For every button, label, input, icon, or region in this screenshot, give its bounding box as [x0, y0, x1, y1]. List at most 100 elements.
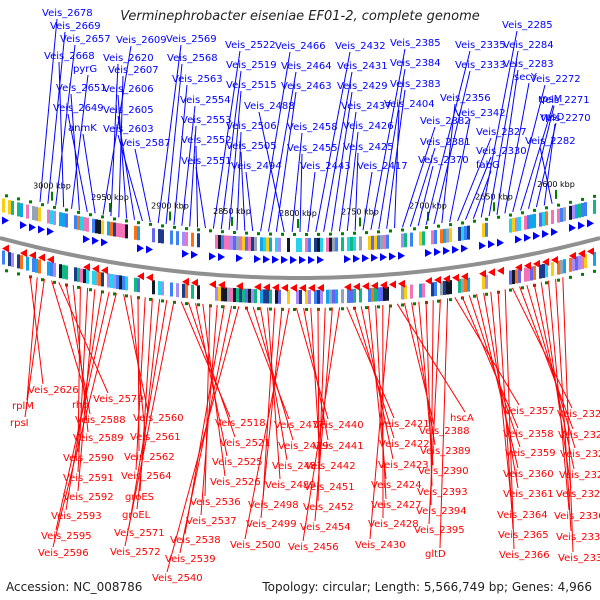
feature-block-top [239, 236, 242, 251]
gene-arrow-forward [362, 254, 369, 263]
feature-block-bottom [260, 289, 263, 304]
feature-block-bottom [266, 289, 269, 304]
gene-label-top: Veis_2285 [502, 20, 553, 31]
gene-label-bottom: Veis_2361 [503, 489, 554, 500]
gene-label-top: anmK [68, 123, 97, 134]
leader-line-top [362, 171, 373, 231]
leader-line-bottom [72, 285, 89, 433]
leader-line-top [58, 61, 65, 208]
feature-block-bottom [542, 263, 545, 278]
tick-mark [53, 280, 56, 284]
gene-arrow-reverse [398, 279, 405, 288]
leader-line-bottom [295, 307, 329, 420]
feature-block-top [578, 203, 581, 218]
feature-block-top [509, 218, 512, 233]
feature-block-top [341, 237, 344, 252]
feature-block-bottom [326, 289, 329, 304]
feature-block-top [161, 229, 164, 244]
feature-block-bottom [134, 277, 137, 292]
gene-label-top: Veis_2335 [455, 40, 506, 51]
tick-mark [161, 299, 164, 303]
gene-arrow-reverse [362, 282, 369, 291]
tick-label: 2650 kbp [475, 192, 513, 201]
gene-arrow-forward [542, 229, 549, 238]
feature-block-top [218, 235, 221, 250]
feature-block-top [524, 215, 527, 230]
leader-line-bottom [396, 303, 466, 413]
gene-label-bottom: groEL [122, 510, 151, 521]
feature-block-bottom [317, 289, 320, 304]
gene-arrow-reverse [236, 282, 243, 291]
feature-block-bottom [560, 259, 563, 274]
tick-mark [161, 224, 164, 228]
gene-arrow-forward [524, 233, 531, 242]
leader-line-top [535, 122, 557, 208]
feature-block-bottom [116, 274, 119, 289]
feature-block-bottom [305, 289, 308, 304]
leader-line-top [134, 148, 151, 223]
gene-label-bottom: Veis_2595 [41, 531, 92, 542]
tick-mark [437, 224, 440, 228]
leader-line-bottom [497, 290, 514, 530]
gene-label-bottom: Veis_2440 [313, 420, 364, 431]
gene-label-bottom: Veis_2479 [278, 441, 329, 452]
tick-mark [173, 300, 176, 304]
gene-label-bottom: Veis_2537 [186, 516, 237, 527]
gene-arrow-reverse [281, 283, 288, 292]
gene-arrow-reverse [542, 257, 549, 266]
feature-block-top [299, 237, 302, 252]
leader-line-top [55, 44, 76, 206]
leader-line-top [331, 91, 353, 232]
feature-block-top [359, 236, 362, 251]
feature-block-bottom [386, 286, 389, 301]
tick-mark [149, 222, 152, 226]
feature-block-top [38, 207, 41, 222]
leader-line-bottom [55, 291, 110, 531]
feature-block-bottom [278, 289, 281, 304]
leader-line-top [457, 137, 492, 222]
feature-block-top [443, 228, 446, 243]
feature-block-bottom [353, 288, 356, 303]
leader-line-bottom [77, 289, 96, 492]
tick-mark [173, 225, 176, 229]
gene-label-top: Veis_2669 [50, 21, 101, 32]
feature-block-bottom [53, 262, 56, 277]
gene-arrow-reverse [254, 283, 261, 292]
feature-block-top [467, 225, 470, 240]
tick-mark [401, 228, 404, 232]
gene-label-bottom: Veis_2441 [313, 441, 364, 452]
leader-line-top [472, 170, 492, 219]
feature-block-top [98, 219, 101, 234]
gene-label-bottom: Veis_2324 [558, 430, 600, 441]
feature-block-top [461, 226, 464, 241]
gene-label-bottom: Veis_2423 [378, 460, 429, 471]
tick-mark [317, 232, 320, 236]
tick-label: 2850 kbp [213, 207, 251, 216]
leader-line-top [354, 152, 359, 231]
gene-label-top: rpsM [538, 94, 562, 105]
gene-arrow-reverse [263, 283, 270, 292]
tick-mark [77, 285, 80, 289]
feature-block-top [113, 222, 116, 237]
gene-label-top: Veis_2515 [226, 80, 277, 91]
leader-line-top [245, 171, 254, 232]
feature-block-top [59, 212, 62, 227]
leader-line-bottom [29, 275, 44, 385]
leader-line-bottom [52, 292, 117, 548]
tick-mark [449, 298, 452, 302]
feature-block-bottom [125, 276, 128, 291]
gene-arrow-forward [92, 236, 99, 245]
tick-mark [221, 230, 224, 234]
tick-mark [137, 221, 140, 225]
feature-block-bottom [539, 264, 542, 279]
tick-mark [341, 307, 344, 311]
feature-block-top [371, 235, 374, 250]
tick-mark [305, 232, 308, 236]
gene-label-bottom: Veis_2422 [379, 439, 430, 450]
tick-mark [437, 299, 440, 303]
feature-block-top [269, 237, 272, 252]
gene-label-top: Veis_2272 [530, 74, 581, 85]
feature-block-bottom [467, 277, 470, 292]
leader-line-top [267, 71, 297, 232]
